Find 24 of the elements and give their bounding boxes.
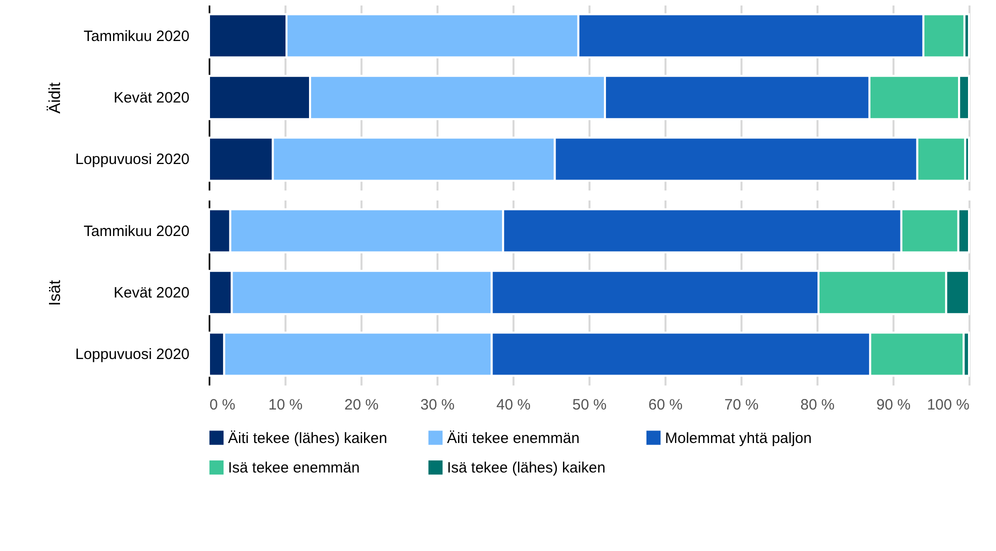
x-tick-label: 40 % bbox=[496, 396, 531, 414]
x-tick-label: 30 % bbox=[420, 396, 455, 414]
y-tick-label: Tammikuu 2020 bbox=[84, 222, 190, 240]
legend-label: Isä tekee (lähes) kaiken bbox=[447, 460, 606, 476]
y-tick-label: Kevät 2020 bbox=[114, 90, 190, 106]
x-tick-label: 100 % bbox=[926, 396, 970, 414]
x-tick-label: 80 % bbox=[800, 396, 835, 414]
legend-label: Isä tekee enemmän bbox=[228, 460, 360, 476]
y-axis-title: Isät bbox=[47, 280, 64, 306]
y-tick-label: Loppuvuosi 2020 bbox=[75, 151, 190, 168]
legend-label: Äiti tekee enemmän bbox=[447, 430, 580, 447]
x-tick-label: 0 % bbox=[210, 396, 236, 414]
x-tick-label: 10 % bbox=[268, 396, 303, 414]
x-tick-label: 90 % bbox=[876, 396, 911, 414]
x-tick-label: 50 % bbox=[572, 396, 607, 414]
y-tick-label: Kevät 2020 bbox=[114, 284, 190, 302]
x-tick-label: 20 % bbox=[344, 396, 379, 414]
legend-label: Äiti tekee (lähes) kaiken bbox=[228, 430, 388, 447]
y-tick-label: Loppuvuosi 2020 bbox=[75, 346, 190, 364]
x-tick-label: 60 % bbox=[648, 396, 683, 414]
y-tick-label: Tammikuu 2020 bbox=[84, 28, 190, 45]
y-axis-title: Äidit bbox=[46, 82, 64, 114]
x-tick-label: 70 % bbox=[724, 396, 759, 414]
legend-label: Molemmat yhtä paljon bbox=[665, 430, 812, 447]
